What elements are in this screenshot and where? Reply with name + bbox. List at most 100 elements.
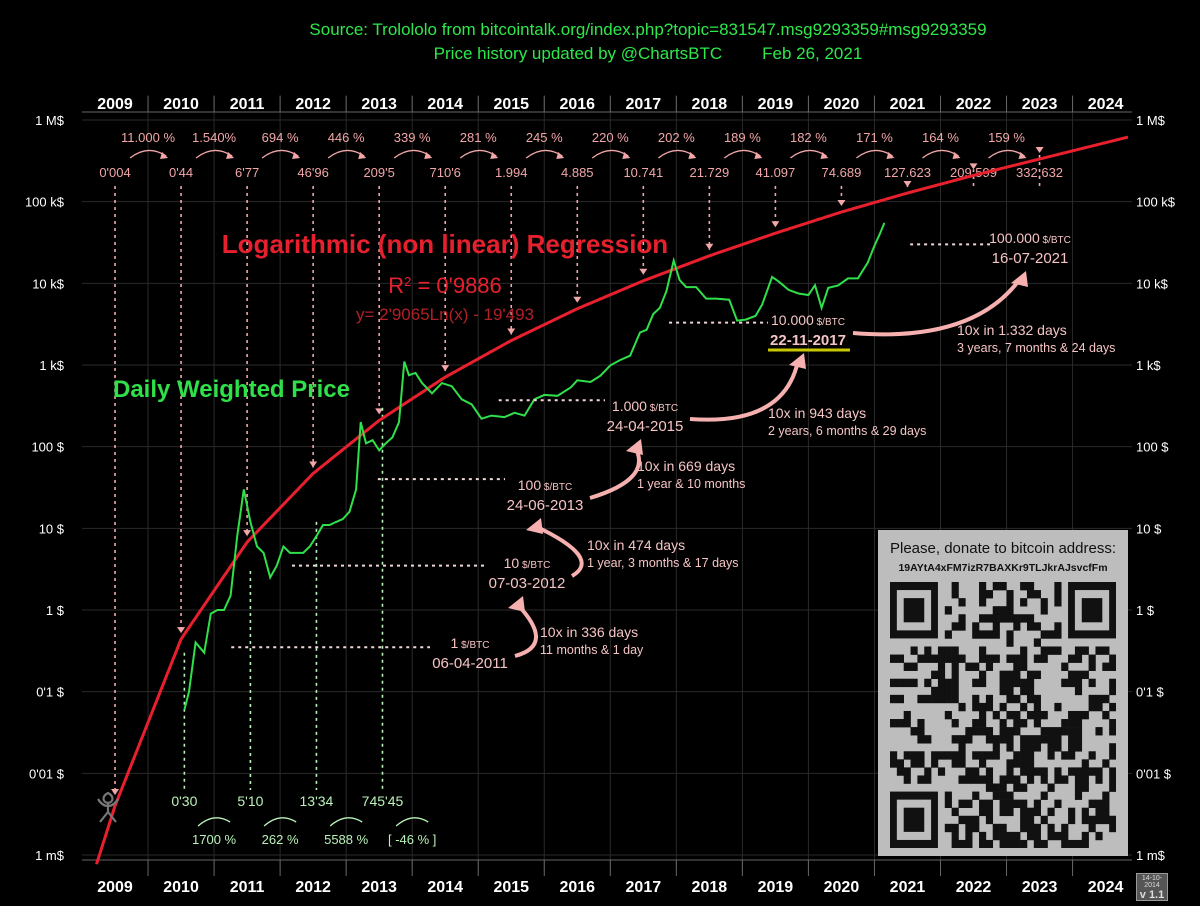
qr-module <box>1013 654 1021 663</box>
qr-module <box>1006 606 1014 615</box>
growth-percent-label: 182 % <box>790 130 827 145</box>
milestone-price: 100.000 $/BTC <box>989 230 1071 246</box>
qr-module <box>890 654 898 663</box>
qr-finder-core <box>903 807 925 832</box>
growth-arrowhead <box>490 152 499 159</box>
qr-module <box>1061 831 1069 841</box>
qr-module <box>1074 710 1083 720</box>
qr-module <box>985 727 994 736</box>
qr-module <box>1006 831 1014 841</box>
qr-module <box>1061 678 1069 688</box>
qr-module <box>1026 815 1035 825</box>
qr-module <box>958 735 966 744</box>
qr-module <box>1095 807 1103 817</box>
qr-module <box>1006 654 1014 663</box>
qr-module <box>1033 831 1041 841</box>
year-label-bottom: 2022 <box>956 879 992 896</box>
y-tick-label-right: 1 m$ <box>1136 848 1166 863</box>
qr-module <box>1013 839 1021 848</box>
milestone-arrow <box>689 360 800 422</box>
update-text: Price history updated by @ChartsBTC <box>433 44 723 63</box>
qr-module <box>910 678 918 688</box>
qr-module <box>1047 735 1055 744</box>
qr-module <box>890 719 898 728</box>
qr-module <box>972 630 980 639</box>
low-growth-arrow <box>197 817 231 827</box>
qr-module <box>1020 614 1028 623</box>
qr-module <box>1088 823 1096 833</box>
drop-arrow <box>837 200 846 207</box>
qr-module <box>1006 807 1014 817</box>
qr-module <box>1033 743 1041 752</box>
qr-module <box>924 735 932 744</box>
qr-module <box>965 799 973 808</box>
qr-module <box>985 630 994 639</box>
qr-module <box>1109 767 1116 776</box>
qr-module <box>1109 702 1116 712</box>
qr-module <box>1013 678 1021 688</box>
qr-module <box>924 775 932 784</box>
qr-module <box>985 815 994 825</box>
qr-module <box>1026 831 1035 841</box>
qr-module <box>1081 831 1089 841</box>
qr-module <box>1040 815 1048 825</box>
growth-percent-label: 446 % <box>328 130 365 145</box>
qr-module <box>1020 598 1028 607</box>
qr-module <box>937 767 946 776</box>
qr-module <box>1081 783 1089 792</box>
qr-module <box>958 598 966 607</box>
qr-module <box>985 839 994 848</box>
projected-price-label: 4.885 <box>561 165 594 180</box>
projected-price-label: 209.599 <box>950 165 997 180</box>
qr-module <box>1061 662 1069 671</box>
qr-module <box>1013 622 1021 631</box>
qr-module <box>951 719 959 728</box>
year-label-bottom: 2015 <box>493 879 529 896</box>
qr-module <box>1026 694 1035 704</box>
qr-module <box>979 654 987 663</box>
projected-price-label: 10.741 <box>623 165 663 180</box>
qr-module <box>1054 727 1062 736</box>
qr-module <box>965 839 973 848</box>
qr-module <box>951 582 959 591</box>
qr-module <box>1068 815 1076 825</box>
qr-module <box>1013 727 1021 736</box>
milestone-price: 10 $/BTC <box>504 555 551 571</box>
growth-arrowhead <box>556 152 565 159</box>
qr-module <box>1054 590 1062 599</box>
qr-module <box>931 694 939 704</box>
qr-module <box>1013 783 1021 792</box>
qr-module <box>951 686 959 696</box>
qr-module <box>917 735 925 744</box>
milestone-arrow <box>534 524 584 578</box>
chart-labels: Logarithmic (non linear) Regression R2 =… <box>113 229 668 403</box>
milestone-note: 10x in 336 days <box>540 624 638 640</box>
low-growth-arrow <box>263 817 297 827</box>
y-tick-label: 100 $ <box>31 440 64 455</box>
qr-module <box>1109 751 1116 760</box>
year-label-top: 2011 <box>230 96 265 113</box>
qr-module <box>910 751 918 760</box>
qr-module <box>972 694 980 704</box>
qr-module <box>1068 678 1076 688</box>
qr-module <box>951 590 959 599</box>
qr-module <box>1047 783 1055 792</box>
qr-module <box>951 622 959 631</box>
qr-module <box>1006 759 1014 768</box>
milestone-arrowhead <box>526 518 543 534</box>
milestone-arrowhead <box>508 596 525 612</box>
qr-module <box>985 702 994 712</box>
qr-module <box>965 815 973 825</box>
growth-percent-label: 245 % <box>526 130 563 145</box>
qr-module <box>985 783 994 792</box>
milestone-price: 10.000 $/BTC <box>771 312 845 328</box>
qr-module <box>979 775 987 784</box>
qr-module <box>999 839 1007 848</box>
qr-module <box>979 710 987 720</box>
qr-module <box>1068 670 1076 680</box>
qr-module <box>1061 823 1069 833</box>
drop-arrow <box>441 365 450 372</box>
qr-module <box>1013 831 1021 841</box>
qr-module <box>1074 719 1083 728</box>
y-axis: 1 M$ 1 M$ 100 k$ 100 k$ 10 k$ 10 k$ 1 k$ 1 k$ 10… <box>25 113 1176 863</box>
